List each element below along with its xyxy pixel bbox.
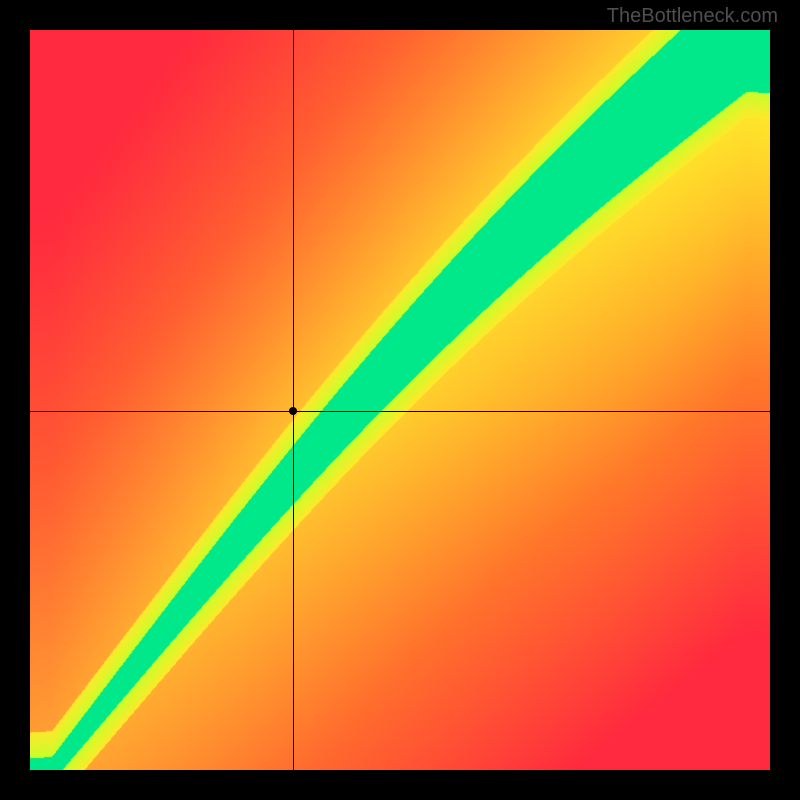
chart-container: TheBottleneck.com [0, 0, 800, 800]
watermark-text: TheBottleneck.com [607, 5, 778, 28]
crosshair-horizontal [30, 411, 770, 412]
heatmap-canvas [30, 30, 770, 770]
crosshair-vertical [293, 30, 294, 770]
chart-area [30, 30, 770, 770]
data-point-marker [289, 407, 297, 415]
